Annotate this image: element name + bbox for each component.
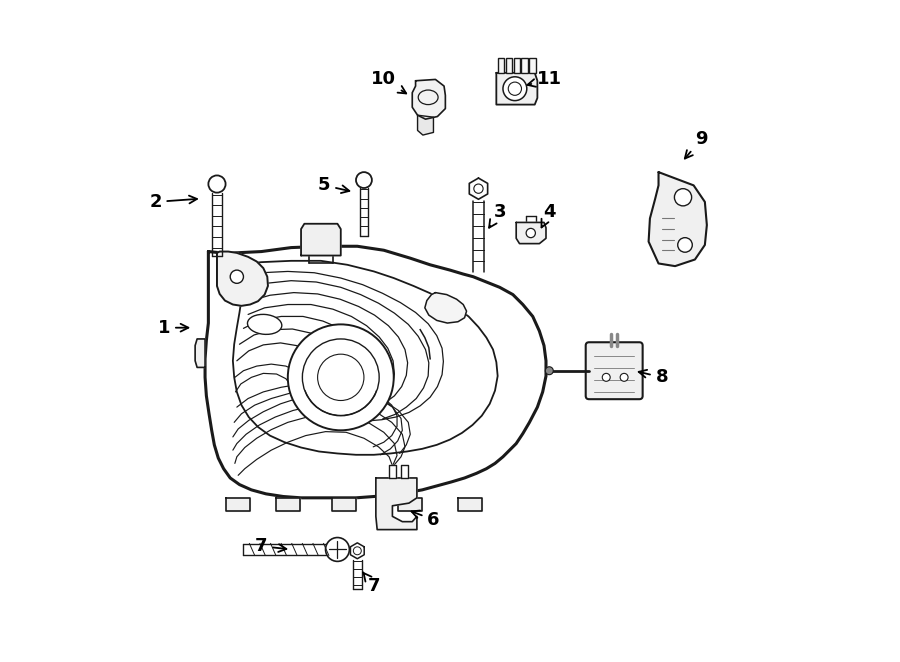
Polygon shape: [412, 79, 446, 119]
Bar: [506, 58, 512, 73]
Circle shape: [326, 538, 349, 561]
Polygon shape: [217, 261, 498, 455]
Text: 6: 6: [411, 510, 440, 529]
Polygon shape: [458, 498, 482, 511]
Polygon shape: [332, 498, 356, 511]
Polygon shape: [401, 465, 408, 478]
Polygon shape: [301, 224, 341, 256]
Text: 7: 7: [255, 537, 286, 555]
Polygon shape: [389, 465, 396, 478]
Bar: [521, 58, 528, 73]
Circle shape: [545, 367, 554, 375]
Polygon shape: [649, 172, 706, 266]
Circle shape: [526, 228, 536, 238]
Circle shape: [503, 77, 526, 101]
Bar: [498, 58, 504, 73]
Circle shape: [674, 189, 691, 206]
Circle shape: [209, 175, 226, 193]
Polygon shape: [217, 252, 268, 306]
Polygon shape: [276, 498, 300, 511]
Circle shape: [288, 324, 393, 430]
Text: 9: 9: [685, 130, 707, 158]
Circle shape: [602, 373, 610, 381]
Bar: [514, 58, 520, 73]
Circle shape: [356, 172, 372, 188]
Polygon shape: [195, 339, 205, 367]
Polygon shape: [496, 73, 537, 105]
FancyBboxPatch shape: [586, 342, 643, 399]
Polygon shape: [205, 246, 546, 498]
Text: 8: 8: [639, 368, 668, 387]
Circle shape: [678, 238, 692, 252]
Text: 7: 7: [363, 572, 380, 595]
Text: 10: 10: [372, 70, 406, 93]
Text: 1: 1: [158, 318, 188, 337]
Text: 2: 2: [149, 193, 197, 211]
Text: 4: 4: [542, 203, 555, 228]
Polygon shape: [399, 498, 422, 511]
Polygon shape: [350, 543, 365, 559]
Text: 11: 11: [527, 70, 562, 89]
Polygon shape: [425, 293, 466, 323]
Polygon shape: [226, 498, 250, 511]
Polygon shape: [517, 222, 546, 244]
Text: 3: 3: [489, 203, 506, 228]
Ellipse shape: [248, 314, 282, 334]
Polygon shape: [469, 178, 488, 199]
Polygon shape: [418, 115, 434, 135]
Circle shape: [230, 270, 244, 283]
Bar: [529, 58, 536, 73]
Text: 5: 5: [318, 176, 349, 195]
Circle shape: [620, 373, 628, 381]
Polygon shape: [376, 478, 417, 530]
